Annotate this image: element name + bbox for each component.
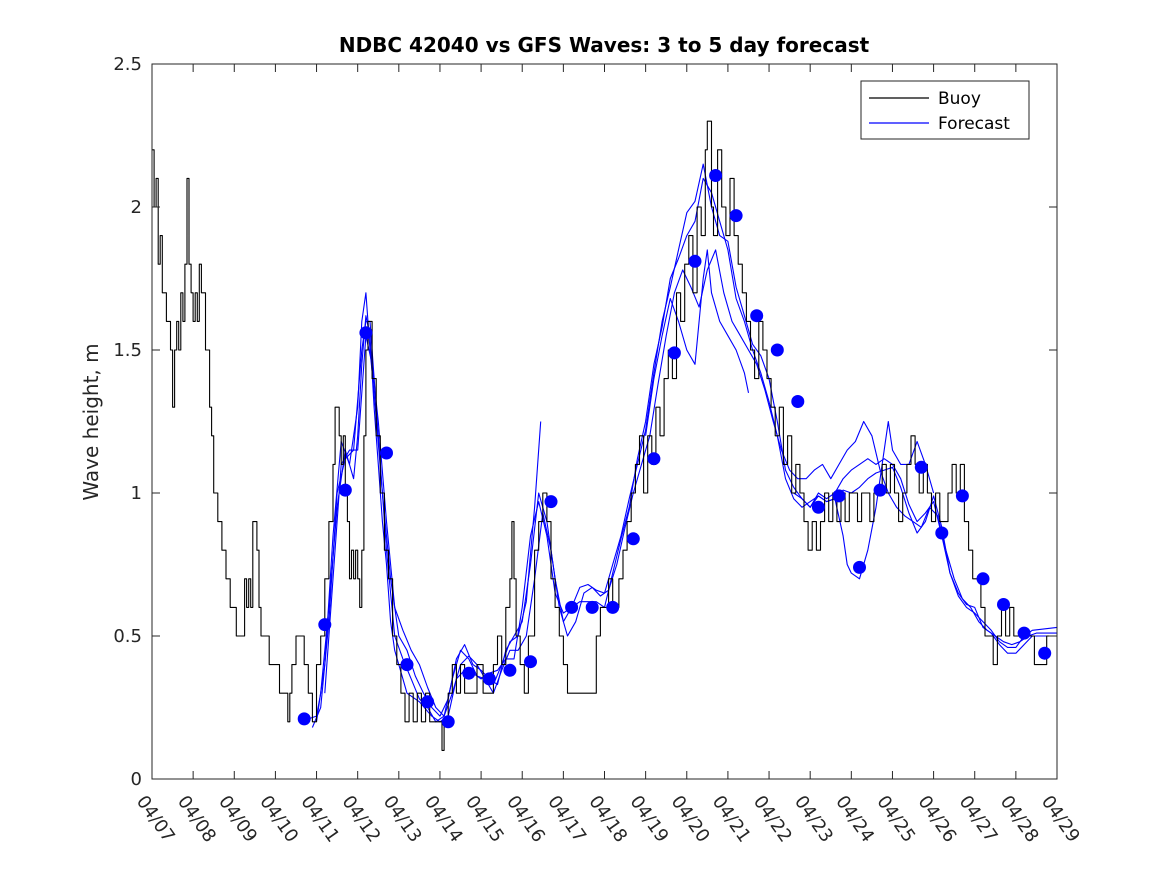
y-tick-label: 1 [131, 483, 142, 504]
legend: Buoy Forecast [860, 80, 1030, 140]
forecast-point [1038, 646, 1052, 660]
y-tick-label: 0.5 [113, 626, 142, 647]
forecast-point [338, 483, 352, 497]
forecast-point [729, 209, 743, 223]
legend-box [860, 80, 1030, 140]
forecast-series-line [315, 163, 1058, 722]
forecast-series-line [324, 249, 1057, 717]
forecast-point [997, 598, 1010, 611]
y-axis-label: Wave height, m [79, 343, 103, 500]
forecast-point [400, 658, 414, 672]
y-tick-label: 0 [131, 769, 142, 790]
forecast-point [462, 666, 476, 680]
forecast-point [524, 655, 537, 669]
chart-title: NDBC 42040 vs GFS Waves: 3 to 5 day fore… [339, 33, 870, 57]
forecast-point [791, 395, 805, 408]
marker-layer [297, 169, 1052, 729]
forecast-point [811, 500, 825, 514]
y-tick-label: 2.5 [113, 54, 142, 75]
forecast-point [709, 169, 723, 182]
forecast-point [421, 695, 435, 709]
forecast-point [380, 446, 393, 460]
forecast-point [667, 346, 681, 360]
forecast-point [832, 489, 846, 503]
plot-area [152, 64, 1057, 779]
y-axis: 0 0.5 1 1.5 2 2.5 [113, 54, 1057, 790]
forecast-point [318, 618, 332, 632]
forecast-point [955, 489, 969, 503]
forecast-point [976, 572, 990, 586]
forecast-point [606, 600, 620, 614]
forecast-point [441, 715, 455, 729]
forecast-point [935, 526, 949, 540]
forecast-point [647, 452, 661, 466]
legend-forecast-label: Forecast [938, 114, 1010, 134]
forecast-series-line [645, 249, 750, 436]
y-tick-label: 2 [131, 197, 142, 218]
forecast-point [873, 483, 887, 497]
forecast-point [914, 460, 928, 474]
forecast-point [544, 495, 558, 509]
forecast-point [585, 600, 599, 614]
forecast-point [626, 532, 640, 546]
forecast-point [688, 254, 702, 268]
forecast-point [503, 663, 517, 677]
forecast-point [853, 560, 866, 574]
forecast-point [750, 309, 764, 323]
forecast-point [1017, 626, 1031, 640]
forecast-point [359, 326, 373, 340]
forecast-point [297, 712, 311, 726]
forecast-point [770, 343, 784, 357]
legend-buoy-label: Buoy [938, 89, 981, 109]
forecast-point [482, 672, 496, 686]
y-tick-label: 1.5 [113, 340, 142, 361]
forecast-series-line [308, 177, 1057, 723]
forecast-point [565, 600, 579, 614]
